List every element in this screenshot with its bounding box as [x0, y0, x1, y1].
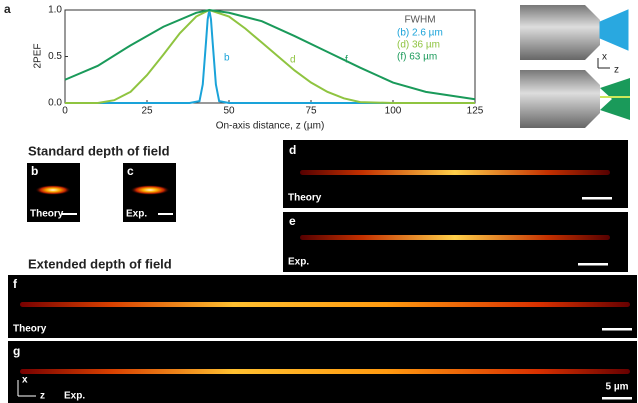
focal-streak	[20, 369, 630, 374]
panel-letter: a	[4, 2, 11, 16]
x-tick-label: 100	[385, 106, 402, 117]
scale-bar	[62, 213, 77, 215]
curve-label: b	[224, 53, 230, 64]
caption: Theory	[288, 193, 322, 204]
x-tick-label: 25	[141, 106, 153, 117]
curve-label: f	[345, 55, 348, 66]
caption: Exp.	[126, 209, 147, 220]
legend-entry: (d) 36 µm	[397, 40, 440, 51]
focal-spot	[35, 185, 71, 195]
focal-streak	[20, 302, 630, 307]
scale-bar	[582, 197, 612, 200]
scale-bar	[602, 328, 632, 331]
axis-label: x	[22, 375, 28, 386]
objective	[520, 5, 600, 60]
image-panel	[283, 212, 628, 272]
y-tick-label: 0.5	[48, 51, 62, 62]
focal-streak	[300, 170, 610, 175]
y-tick-label: 0.0	[48, 98, 62, 109]
caption: Theory	[30, 209, 64, 220]
schematic: x z	[520, 5, 630, 128]
panel-letter: e	[289, 214, 296, 228]
objective	[520, 70, 600, 128]
scale-label: 5 µm	[606, 382, 629, 393]
curve-label: d	[290, 55, 296, 66]
panel-letter: g	[13, 344, 20, 358]
legend-entry: (b) 2.6 µm	[397, 28, 443, 39]
y-tick-label: 1.0	[48, 5, 62, 16]
x-tick-label: 75	[305, 106, 317, 117]
scale-bar	[602, 397, 632, 400]
panel-letter: b	[31, 164, 38, 178]
focal-spot	[130, 185, 170, 195]
beam-narrow	[600, 10, 628, 50]
y-axis-label: 2PEF	[33, 43, 44, 68]
panel-letter: c	[127, 164, 134, 178]
panel-letter: d	[289, 143, 296, 157]
section-title: Standard depth of field	[28, 143, 170, 158]
section-title: Extended depth of field	[28, 256, 172, 271]
beam-extended	[600, 78, 630, 120]
focal-streak	[300, 235, 610, 240]
scale-bar	[158, 213, 173, 215]
x-axis-label: On-axis distance, z (µm)	[216, 121, 325, 132]
caption: Exp.	[64, 391, 85, 402]
figure: x z Standard depth of field b Theory c E…	[0, 0, 638, 403]
scale-bar	[578, 263, 608, 266]
legend-entry: (f) 63 µm	[397, 52, 437, 63]
axis-label: z	[40, 391, 45, 402]
x-tick-label: 0	[62, 106, 68, 117]
x-tick-label: 125	[467, 106, 484, 117]
caption: Theory	[13, 324, 47, 335]
axis-label: z	[614, 65, 619, 76]
legend-title: FWHM	[404, 15, 435, 26]
caption: Exp.	[288, 257, 309, 268]
axis-label: x	[602, 52, 607, 63]
x-tick-label: 50	[223, 106, 235, 117]
plot: a 2PEF On-axis distance, z (µm) FWHM 0 25…	[4, 2, 484, 131]
